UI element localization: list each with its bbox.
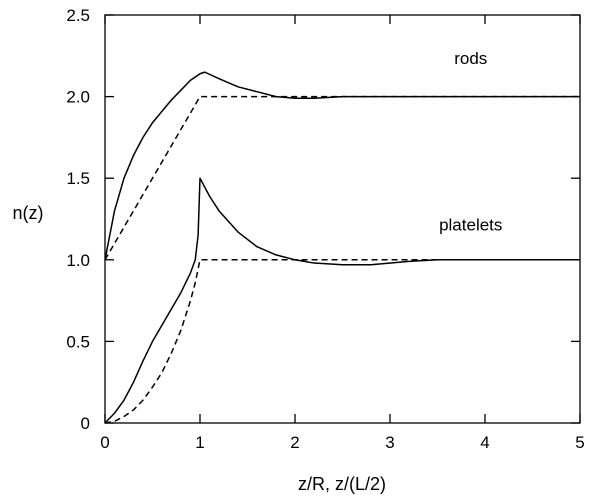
y-tick-label: 1.0	[66, 251, 90, 270]
annotations: rods platelets	[439, 49, 502, 234]
x-tick-label: 3	[385, 433, 394, 452]
y-tick-label: 1.5	[66, 169, 90, 188]
y-axis-label: n(z)	[13, 203, 44, 223]
y-tick-label: 2.5	[66, 6, 90, 25]
plot-frame	[104, 14, 581, 424]
series-line-4	[104, 259, 580, 424]
series-layer	[104, 71, 580, 424]
x-axis-label: z/R, z/(L/2)	[298, 474, 386, 494]
x-tick-label: 5	[575, 433, 584, 452]
tick-labels: 0 1 2 3 4 5 0 0.5 1.0 1.5 2.0 2.5	[66, 6, 584, 452]
annotation-label: rods	[454, 49, 487, 68]
annotation-label: platelets	[439, 215, 502, 234]
series-line-1	[104, 71, 580, 260]
y-tick-label: 0	[81, 414, 90, 433]
x-tick-label: 0	[100, 433, 109, 452]
ticks	[104, 14, 581, 424]
series-line-2	[104, 95, 580, 261]
x-tick-label: 1	[195, 433, 204, 452]
x-tick-label: 4	[480, 433, 489, 452]
x-tick-label: 2	[290, 433, 299, 452]
series-line-3	[104, 177, 580, 424]
y-tick-label: 0.5	[66, 332, 90, 351]
y-tick-label: 2.0	[66, 88, 90, 107]
